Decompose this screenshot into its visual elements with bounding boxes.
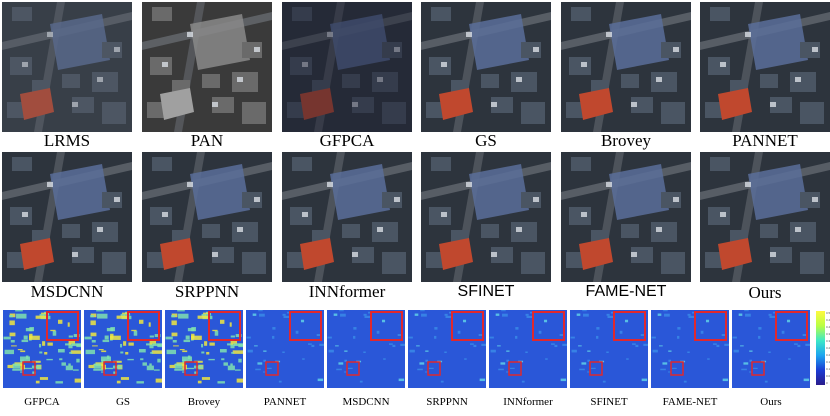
caption-fame-net: FAME-NET: [585, 283, 667, 300]
error-caption-msdcnn: MSDCNN: [342, 396, 390, 408]
error-caption-ours: Ours: [760, 396, 782, 408]
error-map-srppnn: [408, 310, 486, 388]
caption-brovey: Brovey: [600, 131, 652, 150]
colorbar-tick: 0: [826, 381, 828, 385]
error-map-brovey: [165, 310, 243, 388]
error-map-gs: [84, 310, 162, 388]
caption-innformer: INNformer: [308, 282, 386, 301]
caption-ours: Ours: [748, 283, 782, 302]
error-colorbar: [816, 311, 825, 385]
caption-lrms: LRMS: [43, 131, 91, 150]
colorbar-tick: 0.45: [826, 318, 830, 322]
error-map-msdcnn: [327, 310, 405, 388]
error-caption-pannet: PANNET: [263, 396, 307, 408]
error-caption-gs: GS: [115, 396, 131, 408]
caption-msdcnn: MSDCNN: [30, 282, 104, 301]
colorbar-tick: 0.4: [826, 325, 830, 329]
colorbar-tick: 0.15: [826, 360, 830, 364]
caption-pan: PAN: [190, 131, 224, 150]
colorbar-tick: 0.1: [826, 367, 830, 371]
image-fame-net: [561, 152, 691, 282]
error-caption-innformer: INNformer: [503, 396, 553, 408]
image-pan: [142, 2, 272, 132]
image-srppnn: [142, 152, 272, 282]
error-caption-sfinet: SFINET: [590, 396, 628, 408]
error-caption-gfpca: GFPCA: [24, 396, 60, 408]
caption-gfpca: GFPCA: [319, 131, 375, 150]
image-gs: [421, 2, 551, 132]
image-ours: [700, 152, 830, 282]
error-map-fame-net: [651, 310, 729, 388]
image-brovey: [561, 2, 691, 132]
caption-pannet: PANNET: [732, 131, 798, 150]
colorbar-tick: 0.35: [826, 332, 830, 336]
error-map-innformer: [489, 310, 567, 388]
image-gfpca: [282, 2, 412, 132]
colorbar-tick: 0.05: [826, 374, 830, 378]
error-map-ours: [732, 310, 810, 388]
error-caption-fame-net: FAME-NET: [662, 396, 718, 408]
image-innformer: [282, 152, 412, 282]
colorbar-tick: 0.3: [826, 339, 830, 343]
image-msdcnn: [2, 152, 132, 282]
caption-gs: GS: [475, 131, 497, 150]
error-caption-srppnn: SRPPNN: [426, 396, 468, 408]
error-map-sfinet: [570, 310, 648, 388]
image-lrms: [2, 2, 132, 132]
image-sfinet: [421, 152, 551, 282]
error-caption-brovey: Brovey: [187, 396, 221, 408]
image-pannet: [700, 2, 830, 132]
colorbar-tick: 0.25: [826, 346, 830, 350]
colorbar-tick: 0.5: [826, 311, 830, 315]
error-map-pannet: [246, 310, 324, 388]
colorbar-tick: 0.2: [826, 353, 830, 357]
caption-srppnn: SRPPNN: [174, 282, 240, 301]
error-map-gfpca: [3, 310, 81, 388]
caption-sfinet: SFINET: [457, 283, 515, 300]
